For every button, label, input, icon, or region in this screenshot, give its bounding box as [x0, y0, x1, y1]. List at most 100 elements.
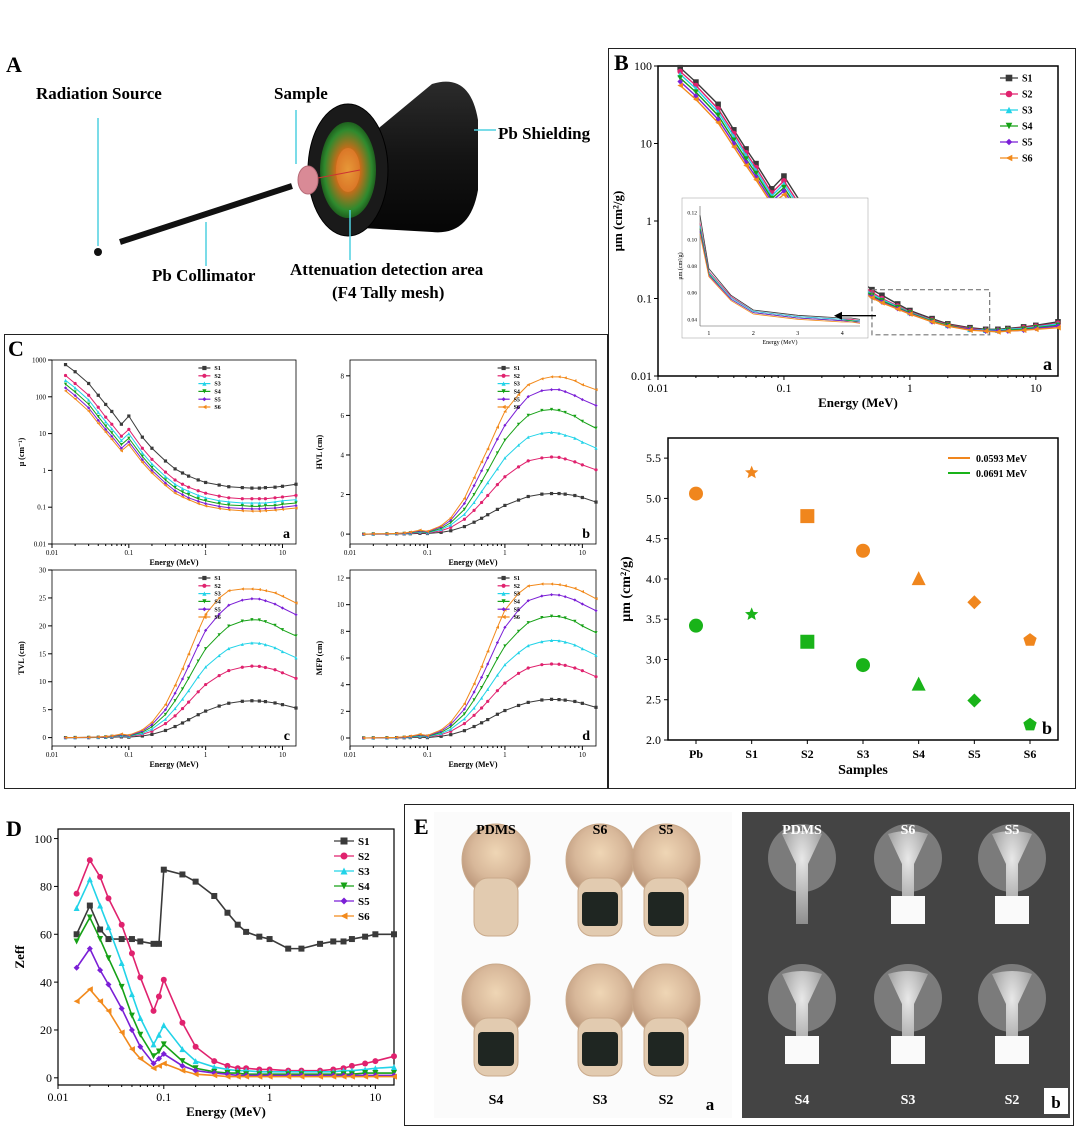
legend-marker [1005, 90, 1013, 98]
data-point [280, 671, 285, 675]
data-point [127, 443, 131, 447]
data-point [486, 447, 490, 451]
legend-item: S1 [198, 575, 221, 582]
data-point [96, 410, 100, 414]
data-point [204, 504, 208, 508]
legend-marker [501, 397, 506, 402]
data-point [104, 420, 108, 424]
data-point [503, 409, 507, 414]
data-point [179, 871, 186, 878]
data-point [294, 706, 298, 710]
series-S6 [362, 375, 598, 536]
legend-item: S3 [198, 381, 221, 388]
data-point [250, 641, 254, 645]
data-point [150, 732, 154, 736]
data-point [73, 381, 77, 386]
data-point [557, 615, 561, 619]
data-point [160, 976, 167, 983]
data-point [137, 1031, 144, 1038]
data-point [516, 443, 521, 447]
series-S5 [362, 388, 598, 536]
legend-label: S3 [514, 382, 520, 388]
y-axis-label: Zeff [12, 945, 27, 969]
data-point [217, 674, 221, 678]
legend-marker [340, 912, 348, 920]
subpanel-letter: a [1043, 354, 1052, 374]
data-point [526, 599, 530, 603]
legend-label: S3 [214, 592, 220, 598]
y-axis-label: μ (cm⁻¹) [17, 437, 26, 466]
data-point [462, 496, 467, 501]
data-point [573, 666, 577, 670]
data-point [273, 500, 277, 504]
series-line [363, 408, 597, 535]
data-point [280, 606, 285, 610]
data-point [449, 518, 453, 522]
data-point [96, 405, 100, 409]
x-tick-label: 0.01 [46, 751, 59, 759]
data-point [227, 624, 231, 628]
data-point [163, 478, 168, 482]
data-point [677, 82, 683, 89]
data-point [119, 438, 123, 443]
data-point [486, 469, 490, 473]
y-axis-label: μm (cm²/g) [619, 556, 634, 622]
data-point [479, 706, 484, 710]
data-point [472, 500, 476, 505]
y-tick-label: 1 [646, 214, 652, 228]
data-point [104, 430, 108, 434]
data-point [549, 455, 554, 459]
y-tick-label: 10 [640, 137, 652, 151]
data-point [137, 1055, 144, 1062]
data-point [439, 728, 443, 732]
y-tick-label: 0 [341, 531, 345, 539]
data-point [224, 909, 231, 916]
data-point [105, 955, 112, 962]
data-point [573, 619, 577, 623]
data-point [150, 1007, 157, 1014]
series-line [75, 877, 395, 1073]
data-point [234, 921, 241, 928]
data-point [163, 470, 168, 474]
data-point [250, 699, 254, 703]
data-point [63, 382, 68, 386]
data-point [294, 493, 298, 497]
y-tick-label: 4.0 [646, 572, 661, 586]
data-point [580, 440, 584, 444]
inset-chart: 1 2 3 4 0.12 0.10 0.08 0.06 0.04 Energy (MeV) μm (… [677, 197, 869, 346]
legend-item: S4 [198, 389, 221, 396]
data-point [140, 451, 144, 455]
data-point [217, 653, 221, 658]
data-point [163, 703, 168, 707]
series-S6 [63, 587, 298, 740]
data-point [196, 478, 200, 482]
data-point [273, 591, 277, 595]
legend-marker [501, 373, 506, 378]
data-point [150, 1053, 157, 1060]
panel-b-frame [608, 48, 1076, 789]
subpanel-letter: d [582, 729, 590, 744]
y-tick-label: 8 [341, 628, 345, 636]
data-point [105, 924, 112, 931]
y-tick-label: 15 [39, 650, 47, 658]
data-point [240, 642, 244, 646]
legend-label: S4 [214, 390, 220, 396]
data-point [173, 691, 177, 695]
data-point [227, 508, 231, 512]
scatter-point [856, 543, 870, 558]
legend-label: S6 [514, 615, 520, 621]
data-point [557, 662, 561, 666]
legend-item: S3 [497, 381, 520, 388]
zeff-chart: 0.01 0.1 1 10 100 80 60 40 20 0 S1 S2 S3 S4 S5 S6 Energy… [12, 828, 397, 1119]
legend-item: S2 [497, 373, 520, 380]
data-point [105, 895, 112, 902]
shield-wrap [582, 1032, 618, 1066]
data-point [298, 1073, 305, 1080]
data-point [294, 656, 298, 660]
data-point [140, 454, 144, 459]
data-point [204, 499, 208, 503]
data-point [173, 486, 177, 490]
data-point [580, 495, 584, 500]
data-point [418, 528, 422, 532]
series-line [65, 619, 297, 739]
